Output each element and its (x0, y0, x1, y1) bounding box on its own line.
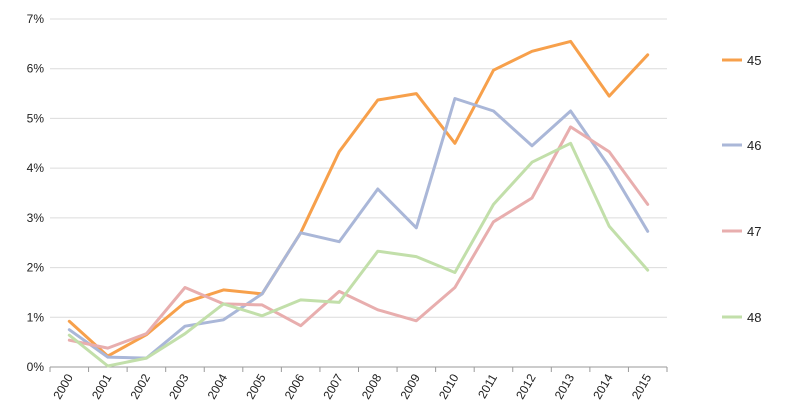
x-tick-label: 2002 (128, 371, 154, 401)
series-line-45 (67, 39, 650, 358)
x-tick-label: 2004 (205, 371, 231, 401)
legend-label-48: 48 (747, 310, 761, 325)
x-tick-label: 2012 (513, 371, 539, 401)
series-lines (67, 39, 650, 368)
grid-lines (49, 18, 668, 372)
x-tick-label: 2015 (629, 371, 655, 401)
y-tick-label: 2% (27, 261, 45, 275)
y-tick-label: 1% (27, 310, 45, 324)
x-tick-label: 2014 (590, 371, 616, 401)
x-axis-ticks: 2000 2001 2002 2003 2004 2005 2006 2007 2008 2009… (50, 371, 654, 401)
y-tick-label: 3% (27, 211, 45, 225)
x-tick-label: 2010 (436, 371, 462, 401)
y-tick-label: 6% (27, 62, 45, 76)
x-tick-label: 2001 (89, 371, 115, 401)
y-tick-label: 7% (27, 12, 45, 26)
x-tick-label: 2013 (552, 371, 578, 401)
x-tick-label: 2011 (475, 371, 500, 401)
legend-label-47: 47 (747, 224, 761, 239)
series-line-47 (67, 125, 650, 350)
y-tick-label: 5% (27, 111, 45, 125)
legend: 45 46 47 48 (722, 53, 761, 325)
x-tick-label: 2008 (359, 371, 385, 401)
y-axis-ticks: 0% 1% 2% 3% 4% 5% 6% 7% (27, 12, 45, 374)
x-tick-label: 2007 (320, 371, 346, 401)
x-tick-label: 2005 (243, 371, 269, 401)
x-tick-label: 2003 (166, 371, 192, 401)
x-tick-label: 2009 (397, 371, 423, 401)
legend-label-46: 46 (747, 138, 761, 153)
x-tick-label: 2000 (50, 371, 76, 401)
x-tick-label: 2006 (282, 371, 308, 401)
y-tick-label: 4% (27, 161, 45, 175)
series-line-46 (67, 97, 650, 360)
y-tick-label: 0% (27, 360, 45, 374)
legend-label-45: 45 (747, 53, 761, 68)
series-line-48 (67, 141, 650, 368)
